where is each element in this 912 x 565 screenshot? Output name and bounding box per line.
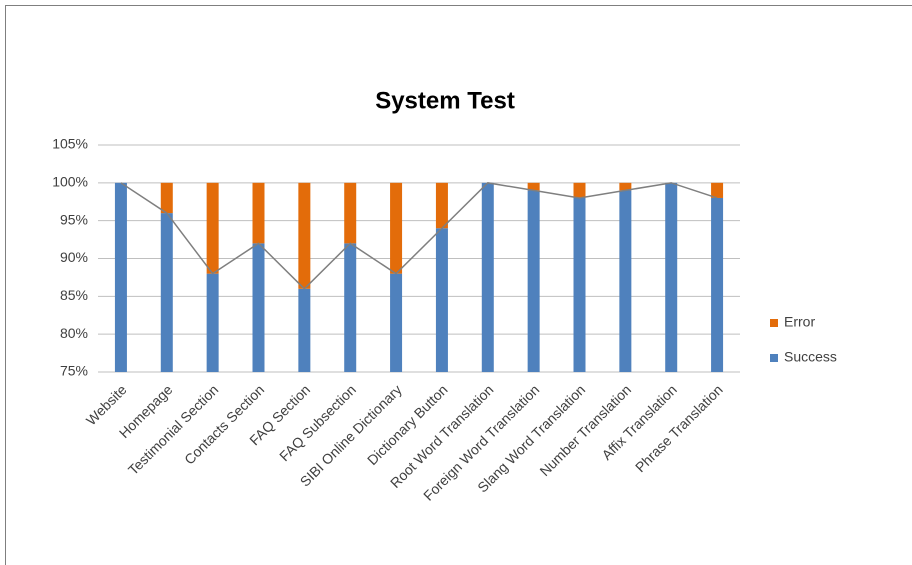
bar-segment (619, 182, 632, 191)
bar-segment (481, 182, 494, 372)
bar-segment (711, 197, 724, 372)
trend-line (120, 182, 718, 290)
bar-segment (527, 182, 540, 191)
bar-segment (298, 182, 311, 289)
legend-label: Success (784, 349, 837, 365)
bar-segment (527, 190, 540, 372)
y-tick-label: 95% (60, 211, 88, 227)
x-tick-label: Dictionary Button (364, 381, 451, 468)
bar-segment (252, 243, 265, 372)
bar-segment (390, 182, 403, 274)
y-tick-label: 100% (52, 174, 88, 190)
x-tick-label: Contacts Section (181, 381, 267, 467)
bar-segment (160, 182, 173, 214)
bar-segment (252, 182, 265, 244)
bar-segment (344, 182, 357, 244)
bar-segment (160, 213, 173, 372)
y-tick-label: 90% (60, 249, 88, 265)
bar-segment (435, 228, 448, 372)
chart-title: System Test (375, 87, 515, 114)
bar-segment (390, 273, 403, 372)
bar-segment (298, 288, 311, 372)
bar-segment (435, 182, 448, 229)
bar-segment (114, 182, 127, 372)
x-tick-label: Phrase Translation (632, 381, 726, 475)
legend-swatch (770, 319, 778, 327)
bar-segment (573, 197, 586, 372)
bar-segment (619, 190, 632, 372)
legend-label: Error (784, 314, 815, 330)
y-tick-label: 85% (60, 287, 88, 303)
bar-segment (206, 182, 219, 274)
bar-segment (206, 273, 219, 372)
y-tick-label: 105% (52, 136, 88, 152)
frame (5, 5, 912, 565)
bar-segment (711, 182, 724, 198)
bar-segment (344, 243, 357, 372)
x-tick-label: Website (83, 381, 130, 428)
y-tick-label: 80% (60, 325, 88, 341)
y-tick-label: 75% (60, 363, 88, 379)
legend-swatch (770, 354, 778, 362)
bar-segment (665, 182, 678, 372)
bar-segment (573, 182, 586, 198)
